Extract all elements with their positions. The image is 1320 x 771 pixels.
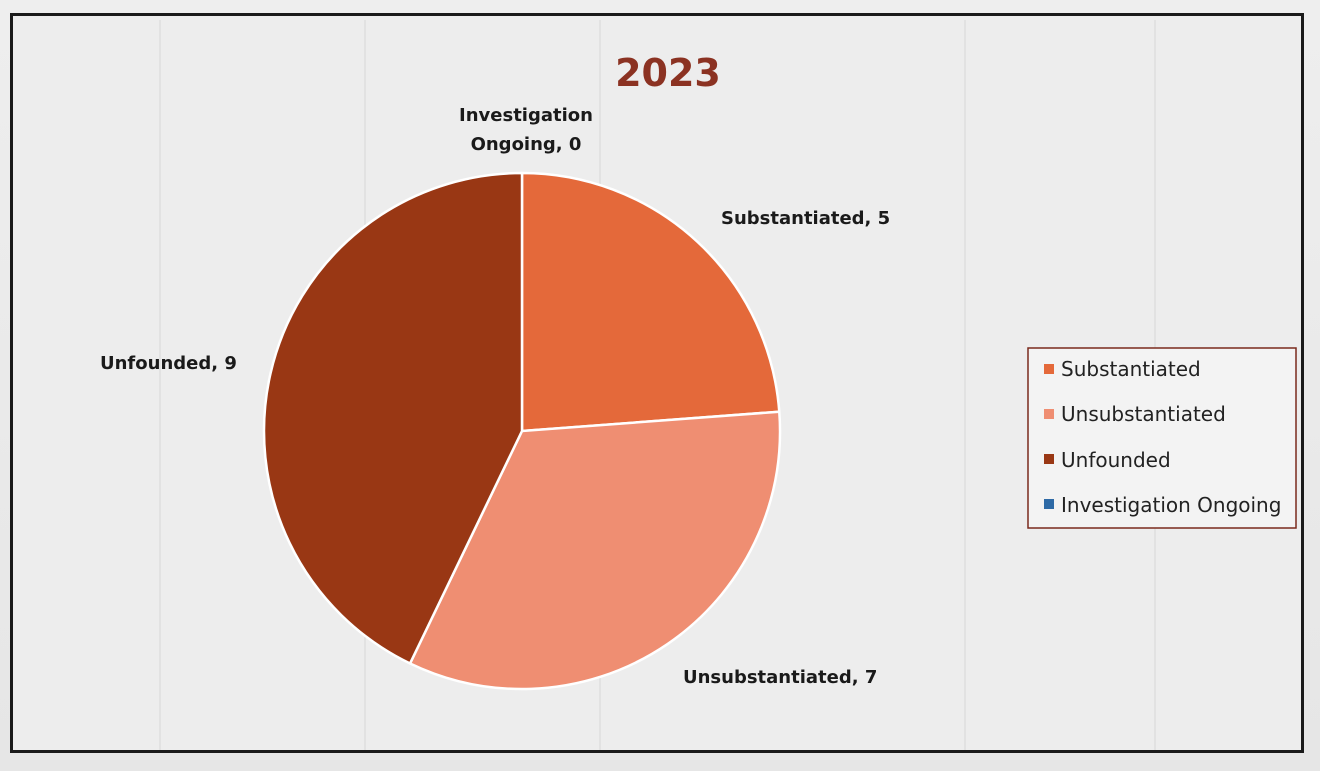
- pie-slices: [262, 171, 782, 691]
- legend-swatch: [1044, 364, 1054, 374]
- legend-label: Investigation Ongoing: [1061, 493, 1281, 517]
- legend-swatch: [1044, 454, 1054, 464]
- legend-label: Unfounded: [1061, 448, 1171, 472]
- legend-swatch: [1044, 499, 1054, 509]
- data-label-unsubstantiated: Unsubstantiated, 7: [683, 667, 877, 688]
- legend-swatch: [1044, 409, 1054, 419]
- legend-box: [1027, 347, 1297, 529]
- legend-label: Unsubstantiated: [1061, 402, 1226, 426]
- data-label-unfounded: Unfounded, 9: [100, 353, 237, 374]
- data-label-substantiated: Substantiated, 5: [721, 208, 890, 229]
- data-label-ongoing-line2: Ongoing, 0: [471, 134, 582, 155]
- pie-slice-unfounded: [262, 171, 524, 665]
- legend-label: Substantiated: [1061, 357, 1201, 381]
- pie-slice-substantiated: [520, 171, 781, 433]
- data-label-ongoing-line1: Investigation: [459, 105, 593, 126]
- chart-title: 2023: [615, 51, 721, 95]
- pie-slice-unsubstantiated: [408, 410, 782, 691]
- chart-legend: Substantiated Unsubstantiated Unfounded …: [1027, 347, 1297, 529]
